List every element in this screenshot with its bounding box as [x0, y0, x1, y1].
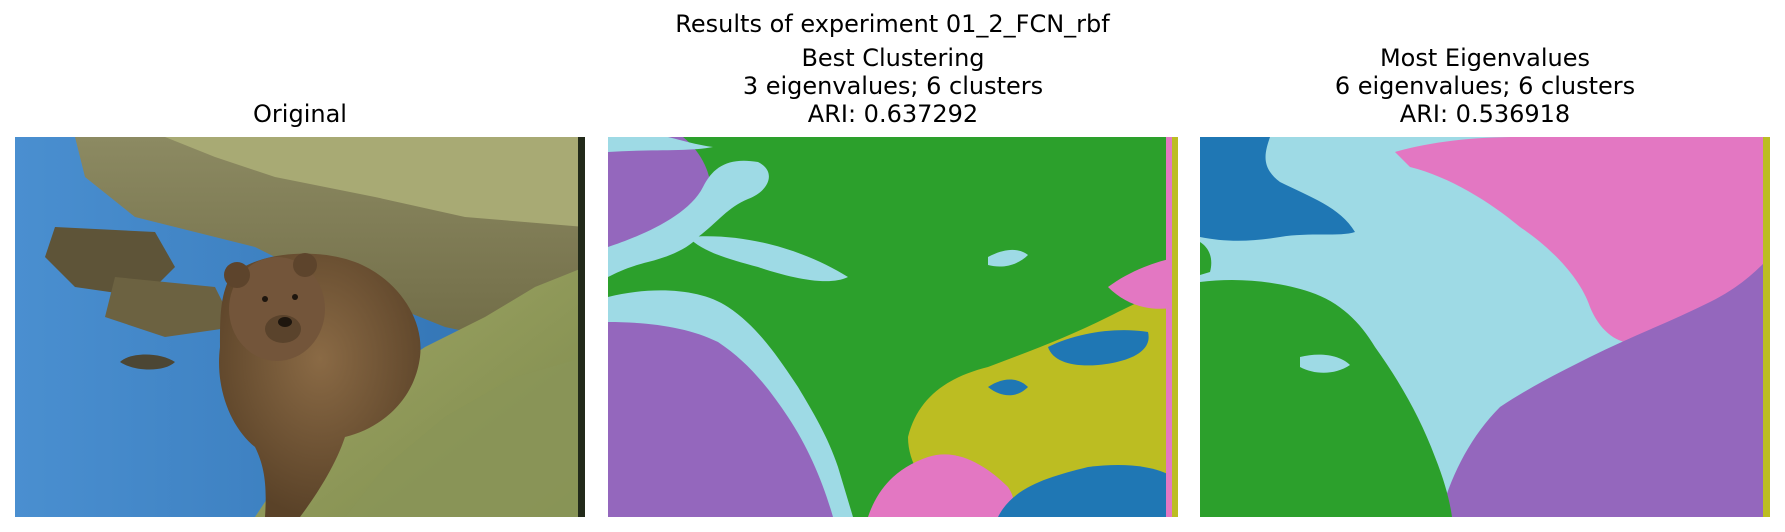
segment-pink	[868, 454, 1014, 517]
segment-purple	[1440, 257, 1770, 517]
most-eigenvalues-svg	[1200, 137, 1770, 517]
segment-pink	[1108, 257, 1178, 309]
panel-title-line: Best Clustering	[801, 44, 985, 72]
bank-ledge-region	[105, 277, 235, 337]
segment-purple	[608, 321, 848, 517]
panel-title-line: 3 eigenvalues; 6 clusters	[742, 72, 1044, 100]
bear-ear-right	[293, 253, 317, 277]
bear-eye-left	[262, 296, 268, 302]
segment-blue	[988, 379, 1028, 396]
right-edge-strip	[578, 137, 585, 517]
panel-title-line: Most Eigenvalues	[1379, 44, 1591, 72]
rock-in-water	[120, 354, 175, 370]
panel-title-line: ARI: 0.536918	[1399, 100, 1571, 128]
segment-blue	[1200, 137, 1355, 241]
original-image	[15, 137, 585, 517]
best-clustering-image	[608, 137, 1178, 517]
panel-title-original: Original	[15, 100, 585, 128]
grass-highlight-region	[345, 357, 585, 517]
panel-title-best-clustering: Best Clustering 3 eigenvalues; 6 cluster…	[608, 44, 1178, 128]
segment-olive-edge	[1763, 137, 1770, 517]
segment-green	[1200, 280, 1452, 517]
segment-olive-edge	[1172, 137, 1178, 517]
panel-title-line: Original	[253, 100, 347, 128]
distant-grass-region	[165, 137, 585, 227]
best-clustering-svg	[608, 137, 1178, 517]
panel-title-line: ARI: 0.637292	[807, 100, 979, 128]
original-photo-svg	[15, 137, 585, 517]
bank-shadow-region	[45, 227, 175, 297]
bear-eye-right	[292, 294, 298, 300]
segment-blue	[998, 465, 1173, 517]
segment-green	[1200, 242, 1212, 275]
segment-pink-edge	[1166, 137, 1172, 517]
segment-cyan	[608, 160, 769, 277]
segment-cyan	[1300, 354, 1350, 373]
segment-blue	[1048, 330, 1149, 366]
bear-head	[229, 257, 325, 361]
panel-title-line: 6 eigenvalues; 6 clusters	[1334, 72, 1636, 100]
segment-cyan	[688, 236, 848, 282]
segment-cyan	[608, 137, 713, 152]
bear-nose	[278, 317, 292, 327]
figure-title: Results of experiment 01_2_FCN_rbf	[675, 10, 1110, 38]
most-eigenvalues-image	[1200, 137, 1770, 517]
segment-cyan	[988, 249, 1028, 267]
segment-cyan	[608, 290, 853, 517]
segment-pink	[1395, 137, 1770, 343]
bear-ear-left	[224, 262, 250, 288]
panel-title-most-eigenvalues: Most Eigenvalues 6 eigenvalues; 6 cluste…	[1200, 44, 1770, 128]
